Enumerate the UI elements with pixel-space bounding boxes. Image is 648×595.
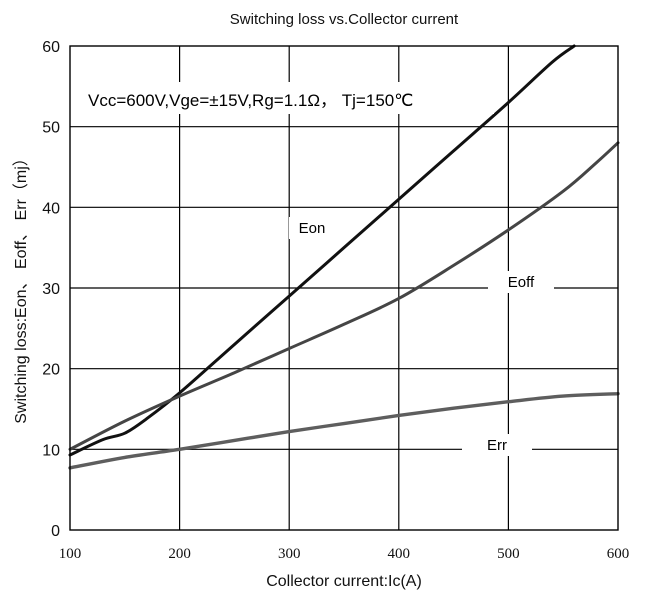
series-labels: Eon Eoff Err — [289, 217, 554, 456]
y-tick-label: 30 — [42, 281, 60, 298]
series-label-bg-eon — [289, 217, 335, 239]
y-tick-label: 60 — [42, 39, 60, 56]
x-tick-label: 300 — [278, 546, 301, 562]
series-line-eoff — [68, 141, 620, 451]
grid — [70, 46, 618, 530]
series-label-bg-err — [462, 434, 532, 456]
y-tick-label: 20 — [42, 362, 60, 379]
series-label-bg-eoff — [488, 271, 554, 293]
series-lines — [68, 44, 620, 470]
series-label-eoff: Eoff — [508, 274, 535, 291]
x-axis-label: Collector current:Ic(A) — [266, 573, 422, 590]
y-tick-label: 50 — [42, 120, 60, 137]
series-line-err — [68, 391, 620, 470]
y-tick-label: 10 — [42, 442, 60, 459]
x-tick-label: 400 — [388, 546, 411, 562]
x-tick-label: 500 — [497, 546, 520, 562]
series-label-eon: Eon — [299, 220, 326, 237]
condition-annotation: Vcc=600V,Vge=±15V,Rg=1.1Ω， Tj=150℃ — [88, 91, 413, 110]
x-tick-label: 100 — [59, 546, 82, 562]
plot-frame — [69, 45, 619, 531]
y-tick-label: 0 — [51, 523, 60, 540]
series-line-eon — [68, 44, 576, 457]
x-tick-label: 600 — [607, 546, 630, 562]
series-label-err: Err — [487, 437, 507, 454]
x-tick-label: 200 — [168, 546, 191, 562]
annotation-background — [84, 82, 494, 114]
y-tick-label: 40 — [42, 200, 60, 217]
chart-title: Switching loss vs.Collector current — [230, 11, 459, 28]
y-axis-label: Switching loss:Eon、 Eoff、 Err（mj） — [12, 150, 30, 424]
tick-labels: 100 200 300 400 500 600 0 10 20 30 40 50 60 — [42, 39, 629, 562]
